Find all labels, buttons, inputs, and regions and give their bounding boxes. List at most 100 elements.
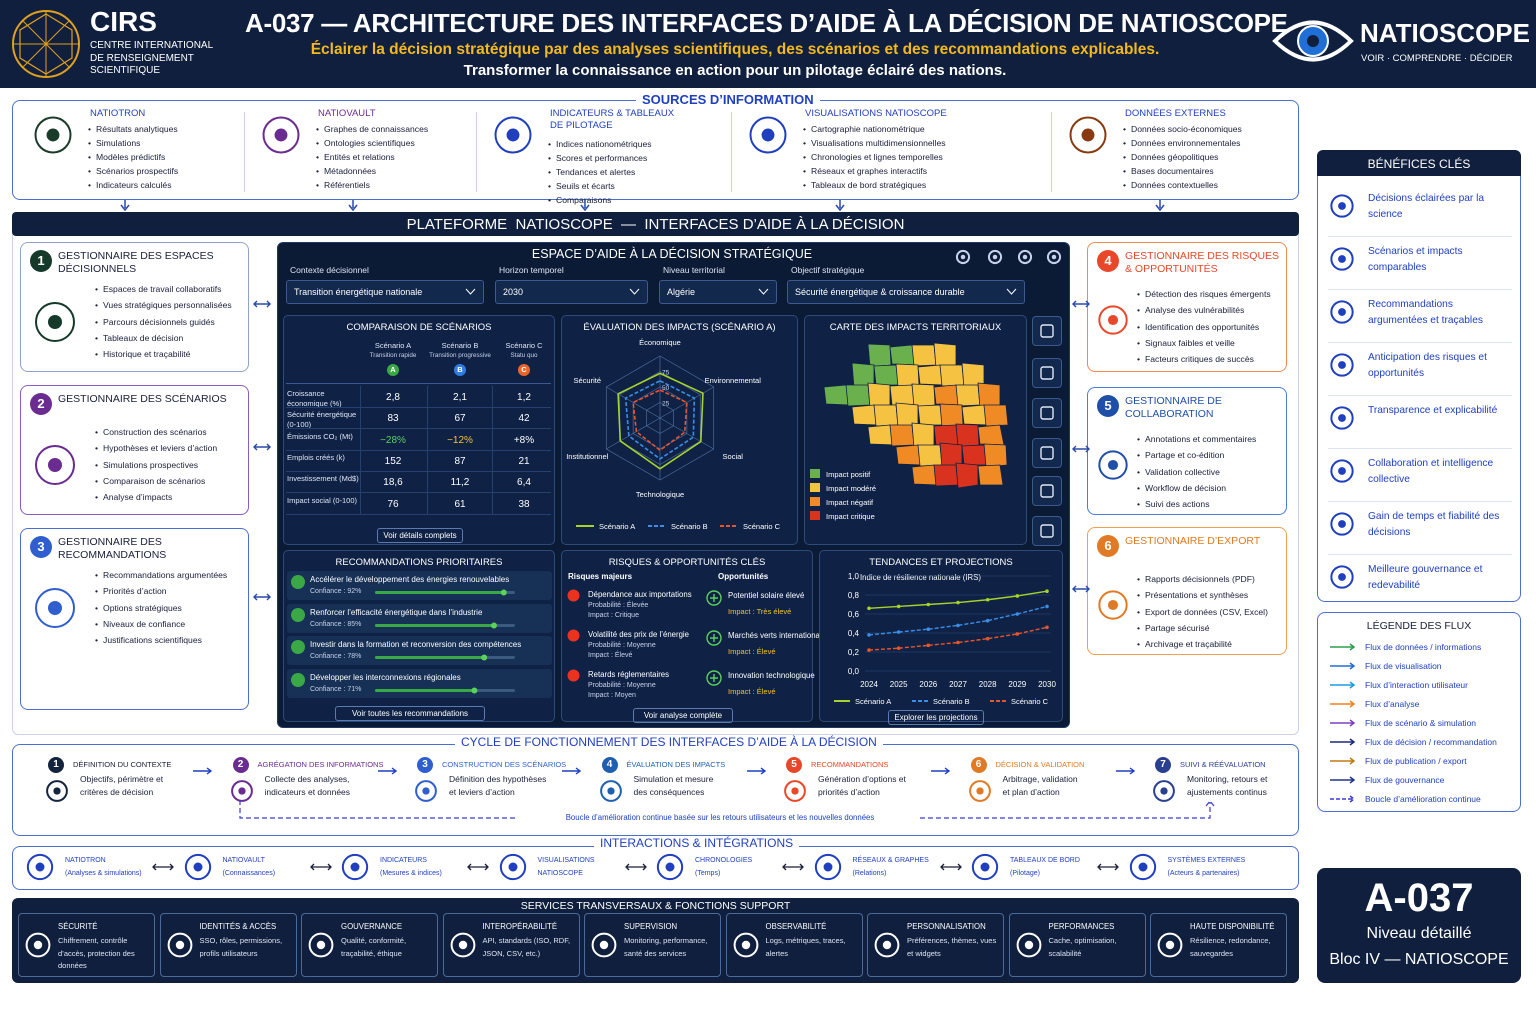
table-cell: −28%	[380, 434, 406, 446]
scenario-name: Scénario B	[441, 341, 479, 350]
link-button[interactable]: Voir détails complets	[377, 528, 463, 543]
manager-bullet: Détection des risques émergents	[1137, 287, 1271, 302]
icon-shape	[1016, 932, 1041, 958]
icon-shape	[1153, 780, 1175, 802]
icon	[184, 853, 211, 881]
subtitle: Éclairer la décision stratégique par des…	[310, 41, 1160, 58]
icon	[987, 249, 1003, 265]
table-cell: 6,4	[517, 477, 531, 489]
trend-point	[926, 602, 931, 607]
manager-bullet: Priorités d’action	[95, 584, 167, 599]
step-description: et leviers d’action	[449, 787, 515, 797]
trend-point	[867, 648, 871, 652]
icon-shape	[422, 787, 430, 795]
filter-value: Sécurité énergétique & croissance durabl…	[795, 287, 965, 297]
icon-shape	[1107, 459, 1119, 471]
source-bullet: Données environnementales	[1123, 136, 1240, 151]
chevron	[758, 288, 769, 295]
icon	[1153, 780, 1175, 802]
recommendation-text: Développer les interconnexions régionale…	[310, 672, 461, 682]
icon-shape	[749, 116, 787, 154]
icon-shape	[230, 780, 253, 802]
tool-button[interactable]	[1032, 438, 1062, 468]
service-title: SÉCURITÉ	[58, 922, 98, 931]
divider	[1328, 501, 1512, 502]
table-cell: 76	[387, 498, 399, 510]
flow-label: Flux d’interaction utilisateur	[1365, 680, 1468, 690]
manager-bullet: Vues stratégiques personnalisées	[95, 298, 232, 313]
link-button[interactable]: Voir analyse complète	[633, 708, 733, 723]
logo-ring	[19, 13, 73, 75]
icon-shape	[46, 780, 68, 802]
tool-button[interactable]	[1032, 398, 1062, 428]
logo-line	[45, 43, 69, 67]
tool-button[interactable]	[1032, 516, 1062, 546]
recommendation-row	[287, 636, 552, 665]
source-bullet: Réseaux et graphes interactifs	[803, 164, 927, 179]
confidence-bar	[375, 656, 485, 659]
opportunity-icon	[706, 590, 722, 606]
icon-shape	[341, 853, 369, 881]
icon-shape	[415, 780, 437, 802]
bidirectional-arrow	[1072, 585, 1090, 593]
filter-select[interactable]	[286, 280, 484, 304]
icon	[26, 853, 54, 881]
icon	[308, 932, 334, 958]
manager-bullet: Espaces de travail collaboratifs	[95, 282, 221, 297]
icon-shape	[262, 116, 300, 154]
confidence-bar	[375, 688, 475, 692]
trend-point	[896, 604, 901, 609]
icon-shape	[1330, 194, 1354, 218]
filter-select[interactable]	[495, 280, 648, 304]
filter-select[interactable]	[787, 280, 1025, 304]
filter-value: Algérie	[667, 287, 696, 297]
risk-title: Dépendance aux importations	[588, 590, 692, 599]
link-button[interactable]: Explorer les projections	[888, 710, 984, 725]
manager-bullet: Analyse des vulnérabilités	[1137, 303, 1244, 318]
source-title: NATIOTRON	[90, 108, 146, 119]
filter-value: 2030	[503, 287, 524, 297]
flow-label: Flux de décision / recommandation	[1365, 737, 1497, 747]
recommendation-index	[291, 640, 305, 654]
trend-point	[956, 600, 960, 605]
divider	[1328, 554, 1512, 555]
map-region	[933, 464, 959, 487]
icon-shape	[1330, 565, 1354, 589]
flow-label: Flux de gouvernance	[1365, 775, 1445, 785]
source-bullet: Graphes de connaissances	[316, 122, 428, 137]
divider	[731, 112, 732, 192]
icon-shape	[458, 940, 467, 950]
divider	[1328, 395, 1512, 396]
step-number: 4	[1097, 250, 1119, 272]
recommendation-text: Accélérer le développement des énergies …	[310, 575, 510, 584]
column-rule	[360, 386, 361, 514]
panel-title: RISQUES & OPPORTUNITÉS CLÉS	[608, 557, 766, 568]
tool-button[interactable]	[1032, 316, 1062, 346]
trend-line	[868, 626, 1048, 651]
source-title: INDICATEURS & TABLEAUX DE PILOTAGE	[550, 108, 675, 131]
source-bullet: Référentiels	[316, 178, 370, 193]
icon	[262, 116, 300, 154]
tool-button[interactable]	[1032, 476, 1062, 506]
source-bullet: Tendances et alertes	[548, 165, 635, 180]
radar-tick-label: 50	[662, 385, 670, 392]
icon-shape	[665, 862, 675, 872]
arrow	[309, 863, 332, 871]
row-label: Sécurité énergétique (0-100)	[287, 410, 357, 430]
source-bullet: Données géopolitiques	[1123, 150, 1218, 165]
filter-label: Horizon temporel	[499, 265, 564, 275]
flow-swatch	[1330, 643, 1356, 651]
filter-select[interactable]	[659, 280, 777, 304]
icon-shape	[1157, 932, 1183, 958]
icon	[34, 116, 72, 154]
logo-line	[23, 43, 47, 67]
icon-shape	[35, 302, 75, 342]
icon-shape	[987, 249, 1003, 265]
integration-subtitle: (Temps)	[695, 870, 721, 877]
source-bullet: Chronologies et lignes temporelles	[803, 150, 943, 165]
chevron	[1006, 288, 1017, 295]
link-button[interactable]: Voir toutes les recommandations	[335, 706, 485, 721]
tool-button[interactable]	[1032, 358, 1062, 388]
map-region	[895, 363, 920, 388]
icon	[35, 445, 75, 485]
